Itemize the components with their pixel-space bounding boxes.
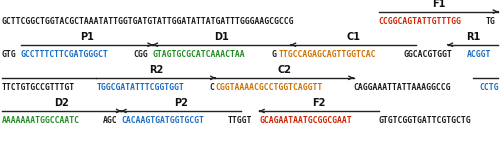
- Text: C2: C2: [278, 65, 291, 75]
- Text: F2: F2: [312, 98, 326, 108]
- Text: P2: P2: [174, 98, 188, 108]
- Text: C: C: [209, 83, 214, 92]
- Text: TTGCCAGAGCAGTTGGTCAC: TTGCCAGAGCAGTTGGTCAC: [278, 50, 376, 59]
- Text: TTCTGTGCCGTTTGT: TTCTGTGCCGTTTGT: [2, 83, 75, 92]
- Text: CACAAGTGATGGTGCGT: CACAAGTGATGGTGCGT: [122, 116, 204, 125]
- Text: GTG: GTG: [2, 50, 16, 59]
- Text: C1: C1: [346, 32, 360, 42]
- Text: G: G: [272, 50, 277, 59]
- Text: R2: R2: [148, 65, 163, 75]
- Text: R1: R1: [466, 32, 480, 42]
- Text: D1: D1: [214, 32, 229, 42]
- Text: P1: P1: [80, 32, 94, 42]
- Text: GGCACGTGGT: GGCACGTGGT: [404, 50, 452, 59]
- Text: CGGTAAAACGCCTGGTCAGGTT: CGGTAAAACGCCTGGTCAGGTT: [216, 83, 322, 92]
- Text: ACGGT: ACGGT: [466, 50, 491, 59]
- Text: CCTG: CCTG: [479, 83, 498, 92]
- Text: TGGCGATATTTCGGTGGT: TGGCGATATTTCGGTGGT: [96, 83, 184, 92]
- Text: TG: TG: [486, 17, 495, 26]
- Text: AGC: AGC: [102, 116, 117, 125]
- Text: D2: D2: [54, 98, 69, 108]
- Text: CCGGCAGTATTGTTTGG: CCGGCAGTATTGTTTGG: [378, 17, 462, 26]
- Text: CAGGAAATTATTAAAGGCCG: CAGGAAATTATTAAAGGCCG: [354, 83, 451, 92]
- Text: TTGGT: TTGGT: [228, 116, 252, 125]
- Text: GTAGTGCGCATCAAACTAA: GTAGTGCGCATCAAACTAA: [152, 50, 246, 59]
- Text: GCAGAATAATGCGGCGAAT: GCAGAATAATGCGGCGAAT: [260, 116, 352, 125]
- Text: CGG: CGG: [134, 50, 148, 59]
- Text: GTGTCGGTGATTCGTGCTG: GTGTCGGTGATTCGTGCTG: [378, 116, 472, 125]
- Text: GCCTTTCTTCGATGGGCT: GCCTTTCTTCGATGGGCT: [21, 50, 108, 59]
- Text: F1: F1: [432, 0, 445, 9]
- Text: AAAAAAATGGCCAATC: AAAAAAATGGCCAATC: [2, 116, 80, 125]
- Text: GCTTCGGCTGGTACGCTAAATATTGGTGATGTATTGGATATTATGATTTGGGAAGCGCCG: GCTTCGGCTGGTACGCTAAATATTGGTGATGTATTGGATA…: [2, 17, 294, 26]
